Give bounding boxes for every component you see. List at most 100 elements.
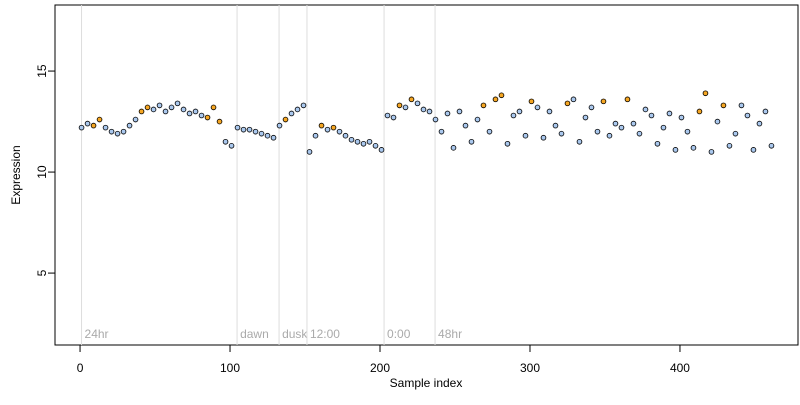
point — [420, 106, 427, 113]
point — [246, 126, 253, 133]
point — [222, 138, 229, 145]
point — [144, 104, 151, 111]
point — [498, 92, 505, 99]
point — [534, 104, 541, 111]
point — [714, 118, 721, 125]
point — [570, 96, 577, 103]
point — [624, 96, 631, 103]
point — [84, 120, 91, 127]
point — [294, 106, 301, 113]
point — [180, 106, 187, 113]
y-tick-label: 15 — [35, 64, 49, 78]
point — [270, 134, 277, 141]
y-tick-label: 5 — [35, 269, 49, 276]
point — [588, 104, 595, 111]
point — [264, 132, 271, 139]
point — [528, 98, 535, 105]
point — [678, 114, 685, 121]
x-tick-label: 400 — [670, 361, 690, 375]
point — [198, 112, 205, 119]
point — [636, 130, 643, 137]
point — [438, 128, 445, 135]
point — [606, 132, 613, 139]
point — [408, 96, 415, 103]
annotation-label: 24hr — [85, 327, 109, 341]
point — [354, 138, 361, 145]
point — [312, 132, 319, 139]
point — [360, 140, 367, 147]
point — [762, 108, 769, 115]
x-tick-label: 100 — [220, 361, 240, 375]
point — [126, 122, 133, 129]
point — [468, 138, 475, 145]
point — [228, 143, 235, 149]
point — [726, 143, 733, 149]
point — [90, 122, 97, 129]
point — [150, 106, 157, 113]
point — [114, 130, 121, 137]
point — [306, 149, 313, 155]
point — [708, 149, 715, 155]
point — [582, 114, 589, 121]
point — [204, 114, 211, 121]
y-axis-label: Expression — [9, 145, 23, 204]
point — [672, 147, 679, 153]
point — [174, 100, 181, 107]
point — [612, 120, 619, 127]
point — [372, 143, 379, 149]
point — [480, 102, 487, 109]
point — [210, 104, 217, 111]
point — [258, 130, 265, 137]
x-tick-label: 0 — [77, 361, 84, 375]
point — [576, 138, 583, 145]
point — [324, 126, 331, 133]
point — [594, 128, 601, 135]
point — [96, 116, 103, 123]
point — [216, 118, 223, 125]
point — [252, 128, 259, 135]
annotation-label: 0:00 — [387, 327, 411, 341]
point — [456, 108, 463, 115]
point — [300, 102, 307, 109]
annotation-label: 12:00 — [310, 327, 340, 341]
annotation-label: 48hr — [438, 327, 462, 341]
point — [666, 110, 673, 117]
point — [138, 108, 145, 115]
point — [108, 128, 115, 135]
point — [240, 126, 247, 133]
point — [486, 128, 493, 135]
point — [462, 122, 469, 129]
point — [516, 108, 523, 115]
point — [120, 128, 127, 135]
point — [600, 98, 607, 105]
point — [648, 112, 655, 119]
point — [540, 134, 547, 141]
point — [474, 116, 481, 123]
point — [330, 124, 337, 131]
point — [378, 147, 385, 153]
point — [192, 108, 199, 115]
point — [546, 108, 553, 115]
point — [732, 130, 739, 137]
point — [654, 140, 661, 147]
point — [186, 110, 193, 117]
point — [504, 140, 511, 147]
annotation-label: dawn — [240, 327, 269, 341]
point — [738, 102, 745, 109]
point — [366, 138, 373, 145]
point — [558, 130, 565, 137]
point — [318, 122, 325, 129]
point — [156, 102, 163, 109]
point — [282, 116, 289, 123]
x-tick-label: 300 — [520, 361, 540, 375]
point — [690, 145, 697, 151]
point — [414, 100, 421, 107]
point — [348, 136, 355, 143]
point — [276, 122, 283, 129]
point — [234, 124, 241, 131]
plot-frame — [54, 4, 799, 346]
point — [402, 104, 409, 111]
point — [618, 124, 625, 131]
x-tick-label: 200 — [370, 361, 390, 375]
